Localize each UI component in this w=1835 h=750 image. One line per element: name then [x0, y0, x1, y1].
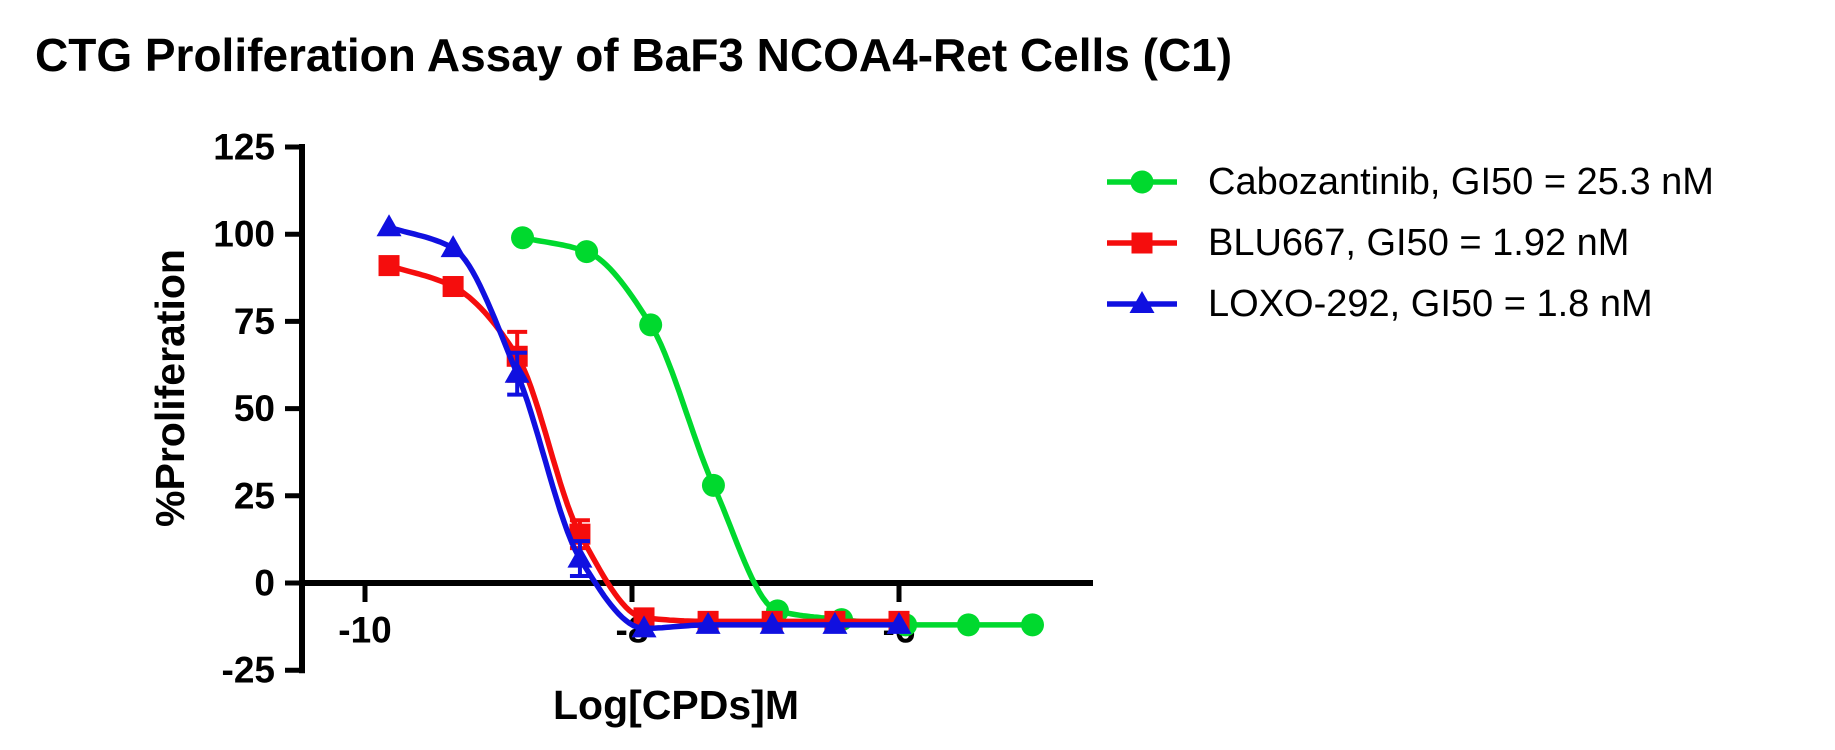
- loxo-292-data-point: [440, 235, 466, 258]
- legend: Cabozantinib, GI50 = 25.3 nM BLU667, GI5…: [1102, 160, 1714, 326]
- cabozantinib-data-point: [701, 473, 725, 497]
- legend-marker-square-icon: [1102, 221, 1182, 265]
- legend-item-loxo292: LOXO-292, GI50 = 1.8 nM: [1102, 282, 1714, 326]
- legend-marker-triangle-icon: [1102, 282, 1182, 326]
- cabozantinib-data-point: [575, 240, 599, 264]
- chart-title: CTG Proliferation Assay of BaF3 NCOA4-Re…: [35, 29, 1233, 81]
- cabozantinib-data-point: [639, 313, 663, 337]
- cabozantinib-data-point: [511, 226, 535, 250]
- cabozantinib-data-point: [1021, 613, 1044, 637]
- y-tick-label: 0: [254, 563, 275, 604]
- x-tick-label: -10: [338, 610, 391, 651]
- y-axis-title: %Proliferation: [147, 249, 193, 527]
- loxo-292-data-point: [695, 611, 721, 634]
- legend-label-loxo292: LOXO-292, GI50 = 1.8 nM: [1208, 282, 1653, 325]
- loxo-292-data-point: [504, 360, 530, 383]
- legend-marker-circle-icon: [1102, 160, 1182, 204]
- x-axis-title: Log[CPDs]M: [553, 682, 799, 728]
- y-tick-label: -25: [222, 650, 275, 691]
- loxo-292-data-point: [886, 611, 912, 634]
- y-tick-label: 50: [234, 388, 275, 429]
- loxo-292-data-point: [376, 214, 402, 237]
- legend-label-blu667: BLU667, GI50 = 1.92 nM: [1208, 221, 1630, 264]
- blu667-data-point: [442, 276, 464, 298]
- y-tick-label: 100: [213, 214, 275, 255]
- loxo-292-data-point: [567, 545, 593, 568]
- legend-item-cabozantinib: Cabozantinib, GI50 = 25.3 nM: [1102, 160, 1714, 204]
- y-tick-label: 25: [234, 475, 275, 516]
- legend-item-blu667: BLU667, GI50 = 1.92 nM: [1102, 221, 1714, 265]
- cabozantinib-data-point: [956, 613, 980, 637]
- axes: 1251007550250-25-10-8-6Log[CPDs]M%Prolif…: [147, 127, 1093, 728]
- loxo-292-data-point: [759, 611, 785, 634]
- loxo-292-data-point: [631, 615, 657, 638]
- blu667-data-point: [378, 255, 400, 277]
- y-tick-label: 75: [234, 301, 275, 342]
- loxo-292-data-point: [822, 611, 848, 634]
- loxo-292-curve: [386, 224, 902, 632]
- legend-label-cabozantinib: Cabozantinib, GI50 = 25.3 nM: [1208, 160, 1714, 203]
- series-loxo-292: [376, 214, 912, 638]
- y-tick-label: 125: [213, 127, 275, 168]
